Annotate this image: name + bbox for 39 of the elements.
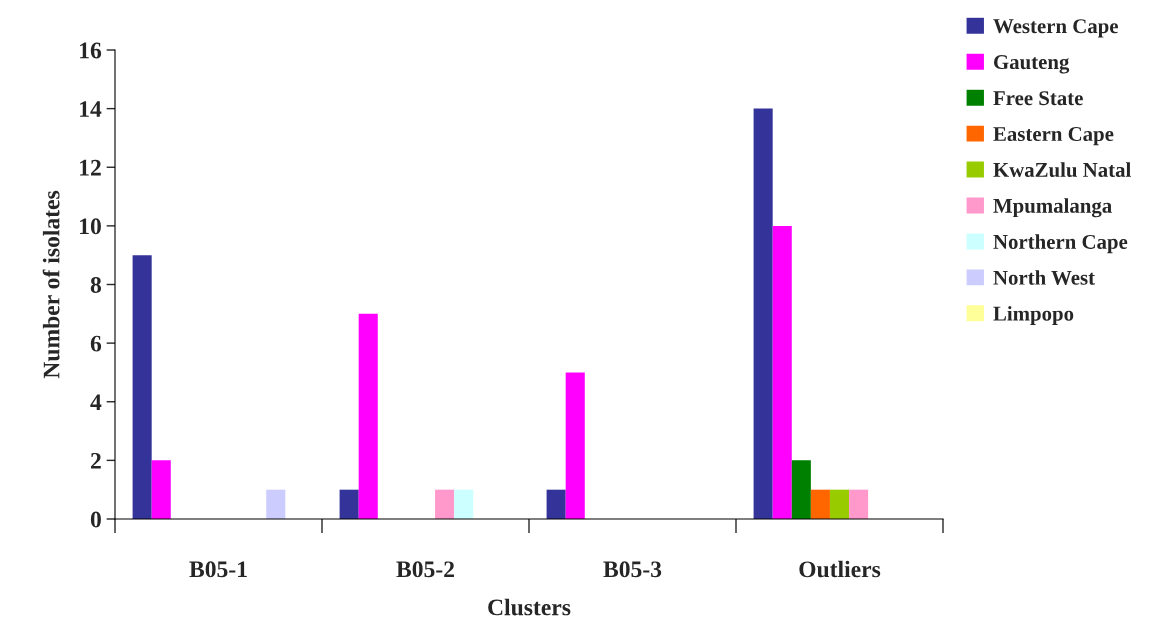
- legend-label: Eastern Cape: [993, 127, 1114, 146]
- bar: [849, 489, 869, 519]
- y-tick-label: 14: [80, 101, 102, 117]
- x-tick-label: Outliers: [799, 560, 881, 578]
- legend-label: North West: [993, 270, 1095, 285]
- y-tick-label: 0: [90, 511, 101, 528]
- y-tick-label: 6: [90, 335, 102, 352]
- legend-label: Northern Cape: [993, 234, 1128, 254]
- bar: [339, 489, 359, 519]
- x-tick-label: B05-1: [189, 561, 247, 578]
- bar: [829, 489, 850, 519]
- y-tick-label: 4: [90, 394, 102, 410]
- bar: [151, 460, 171, 519]
- bar: [546, 489, 566, 519]
- legend-label: Mpumalanga: [993, 198, 1112, 218]
- bar: [454, 489, 474, 519]
- bar: [358, 313, 378, 519]
- legend-label: Limpopo: [993, 306, 1074, 325]
- bar: [753, 108, 773, 519]
- y-tick-label: 8: [90, 276, 102, 293]
- legend-label: Free State: [993, 91, 1083, 106]
- bar: [565, 372, 585, 519]
- y-tick-label: 10: [80, 218, 101, 235]
- y-tick-label: 16: [80, 42, 102, 59]
- bar: [435, 489, 455, 519]
- legend-label: Western Cape: [993, 19, 1118, 38]
- bar: [132, 255, 152, 519]
- y-tick-label: 2: [90, 452, 101, 469]
- legend-label: KwaZulu Natal: [993, 162, 1131, 177]
- bar: [772, 225, 792, 519]
- x-axis-title: Clusters: [488, 598, 571, 616]
- bar: [266, 489, 286, 519]
- bar: [791, 460, 811, 519]
- x-tick-label: B05-3: [603, 561, 662, 578]
- y-axis-title: Number of isolates: [42, 190, 60, 379]
- bar: [810, 489, 830, 519]
- legend-label: Gauteng: [993, 55, 1070, 74]
- y-tick-label: 12: [80, 159, 101, 176]
- x-tick-label: B05-2: [396, 561, 454, 578]
